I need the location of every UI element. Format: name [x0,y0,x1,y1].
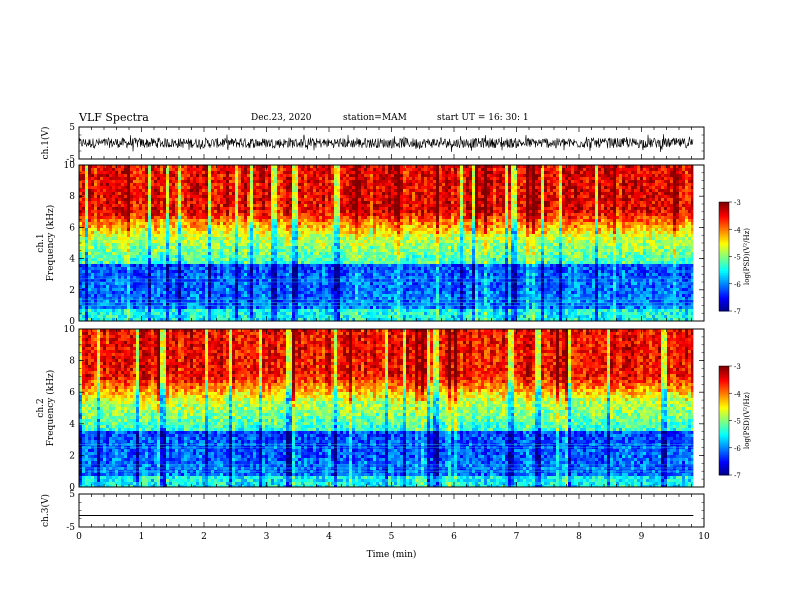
x-tick-label: 6 [451,532,457,542]
x-tick-label: 3 [264,532,270,542]
ch1-waveform-line [79,134,693,152]
x-tick-label: 10 [698,532,710,542]
y-tick-label: 4 [69,255,75,265]
ch1-waveform-ylabel: ch.1(V) [40,127,51,160]
x-tick-label: 4 [326,532,332,542]
y-tick-label: 6 [69,388,75,398]
y-tick-label: 5 [69,490,75,500]
colorbar-2 [719,366,729,476]
ch3-waveform-ylabel: ch.3(V) [40,494,51,527]
y-tick-label: 5 [69,123,75,133]
x-tick-label: 1 [139,532,145,542]
ch1-spectrogram-ylabel: Frequency (kHz) [45,205,56,282]
ch2-spectrogram-ylabel-channel: ch.2 [36,398,46,417]
colorbar-tick-label: -5 [734,254,741,262]
colorbar-tick-label: -4 [734,226,741,234]
y-tick-label: 2 [69,286,75,296]
y-tick-label: 4 [69,420,75,430]
x-tick-label: 2 [201,532,207,542]
colorbar-tick-label: -6 [734,445,741,453]
y-tick-label: 8 [69,357,75,367]
y-tick-label: 2 [69,451,75,461]
spectrogram-image-1 [79,165,693,321]
colorbar-tick-label: -4 [734,390,741,398]
colorbar-tick-label: -3 [734,199,741,207]
colorbar-tick-label: -6 [734,281,741,289]
x-tick-label: 8 [576,532,582,542]
spectrogram-image-2 [79,329,693,487]
colorbar-tick-label: -7 [734,472,741,480]
x-tick-label: 0 [76,532,82,542]
colorbar-tick-label: -5 [734,418,741,426]
colorbar-label: log(PSD)(V²/Hz) [743,392,751,449]
y-tick-label: 6 [69,223,75,233]
colorbar-1 [719,202,729,312]
y-tick-label: 10 [64,325,76,335]
y-tick-label: 10 [64,161,76,171]
x-axis-label: Time (min) [367,549,417,560]
ch1-spectrogram-ylabel-channel: ch.1 [36,233,46,252]
x-tick-label: 5 [389,532,395,542]
x-tick-label: 7 [514,532,520,542]
colorbar-tick-label: -7 [734,308,741,316]
y-tick-label: -5 [66,523,75,533]
colorbar-label: log(PSD)(V²/Hz) [743,228,751,285]
colorbar-tick-label: -3 [734,363,741,371]
x-tick-label: 9 [639,532,645,542]
y-tick-label: 8 [69,192,75,202]
ch2-spectrogram-ylabel: Frequency (kHz) [45,370,56,447]
